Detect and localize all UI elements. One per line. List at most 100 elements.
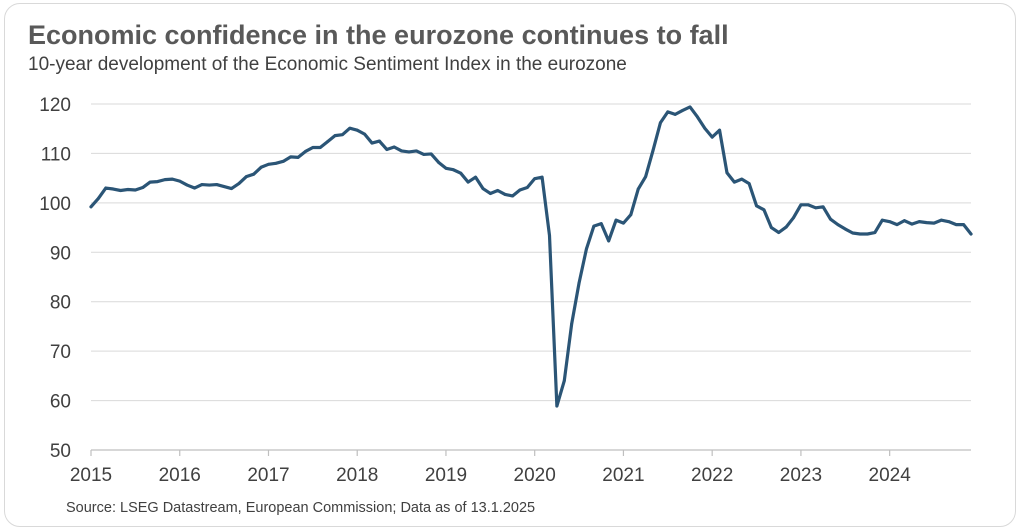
data-point <box>392 145 396 149</box>
data-point <box>548 234 551 237</box>
data-point <box>636 187 640 191</box>
data-point <box>799 203 803 207</box>
data-point <box>200 183 204 186</box>
data-point <box>829 217 832 221</box>
data-point <box>969 232 973 236</box>
chart-subtitle: 10-year development of the Economic Sent… <box>28 54 627 75</box>
data-point <box>318 146 322 149</box>
y-tick-label-120: 120 <box>39 95 71 116</box>
data-point <box>540 175 544 179</box>
data-point <box>185 183 189 187</box>
data-point <box>281 159 285 163</box>
data-point <box>170 177 174 181</box>
data-point <box>311 146 315 149</box>
data-point <box>163 178 167 182</box>
data-point <box>237 182 241 185</box>
data-point <box>370 141 374 145</box>
data-point <box>585 247 588 251</box>
series-layer <box>89 105 973 408</box>
data-point <box>947 220 951 224</box>
data-point <box>570 322 574 326</box>
data-point <box>703 126 707 130</box>
data-point <box>111 187 115 191</box>
data-point <box>422 153 426 156</box>
data-point <box>903 219 906 223</box>
x-tick-label-2021: 2021 <box>602 465 644 486</box>
data-point <box>274 161 278 165</box>
data-point <box>836 223 840 227</box>
data-point <box>244 175 248 179</box>
data-point <box>141 186 145 189</box>
data-point <box>725 171 729 175</box>
data-point <box>518 188 522 192</box>
data-point <box>104 186 108 190</box>
data-point <box>562 379 566 383</box>
x-tick-label-2015: 2015 <box>70 465 112 486</box>
y-tick-label-100: 100 <box>39 194 71 215</box>
x-tick-label-2022: 2022 <box>691 465 733 486</box>
data-point <box>866 232 869 236</box>
data-point <box>259 165 263 169</box>
data-point <box>644 175 648 179</box>
data-point <box>333 134 337 138</box>
data-point <box>496 189 500 192</box>
data-point <box>533 177 537 181</box>
data-point <box>488 192 492 195</box>
data-point <box>895 223 899 227</box>
x-tick-label-2017: 2017 <box>247 465 289 486</box>
data-point <box>769 226 773 229</box>
y-axis-ticks: 50 60 70 80 90 100 110 120 <box>39 95 71 462</box>
source-note: Source: LSEG Datastream, European Commis… <box>66 500 536 516</box>
data-point <box>148 180 152 184</box>
x-tick-label-2016: 2016 <box>159 465 201 486</box>
data-point <box>555 404 559 408</box>
data-point <box>954 223 958 227</box>
data-point <box>695 115 699 119</box>
data-point <box>762 208 766 212</box>
data-point <box>326 140 330 143</box>
data-point <box>622 221 625 225</box>
data-point <box>400 149 403 153</box>
data-point <box>267 162 270 166</box>
data-point <box>341 133 344 137</box>
data-point <box>437 160 440 164</box>
data-point <box>289 155 293 159</box>
data-point <box>466 180 470 184</box>
data-point <box>659 121 662 125</box>
data-point <box>215 183 219 186</box>
data-point <box>792 216 795 220</box>
data-point <box>681 109 684 112</box>
x-axis: 2015 2016 2017 2018 2019 2020 2021 2022 2023 2024 <box>70 449 971 486</box>
data-point <box>207 183 211 187</box>
data-point <box>925 221 929 225</box>
data-point <box>178 179 182 183</box>
y-tick-label-60: 60 <box>50 392 71 413</box>
series-line-0 <box>89 105 973 408</box>
y-tick-label-50: 50 <box>50 441 71 462</box>
data-point <box>666 110 670 114</box>
x-tick-label-2023: 2023 <box>780 465 822 486</box>
data-point <box>710 135 714 139</box>
data-point <box>940 218 943 222</box>
data-point <box>755 204 758 208</box>
data-point <box>577 281 581 285</box>
data-point <box>414 149 418 153</box>
data-point <box>348 126 352 130</box>
data-point <box>888 220 892 224</box>
data-point <box>688 105 692 109</box>
data-point <box>858 232 862 236</box>
data-point <box>511 194 514 198</box>
x-tick-label-2020: 2020 <box>514 465 556 486</box>
data-point <box>363 132 367 136</box>
data-point <box>747 182 751 185</box>
data-point <box>503 193 507 196</box>
data-point <box>429 152 433 156</box>
data-point <box>481 187 485 190</box>
data-point <box>89 205 93 209</box>
data-point <box>222 185 226 188</box>
data-point <box>843 227 847 231</box>
data-point <box>378 139 381 143</box>
data-point <box>385 148 389 151</box>
data-point <box>607 239 611 243</box>
data-point <box>806 203 810 207</box>
